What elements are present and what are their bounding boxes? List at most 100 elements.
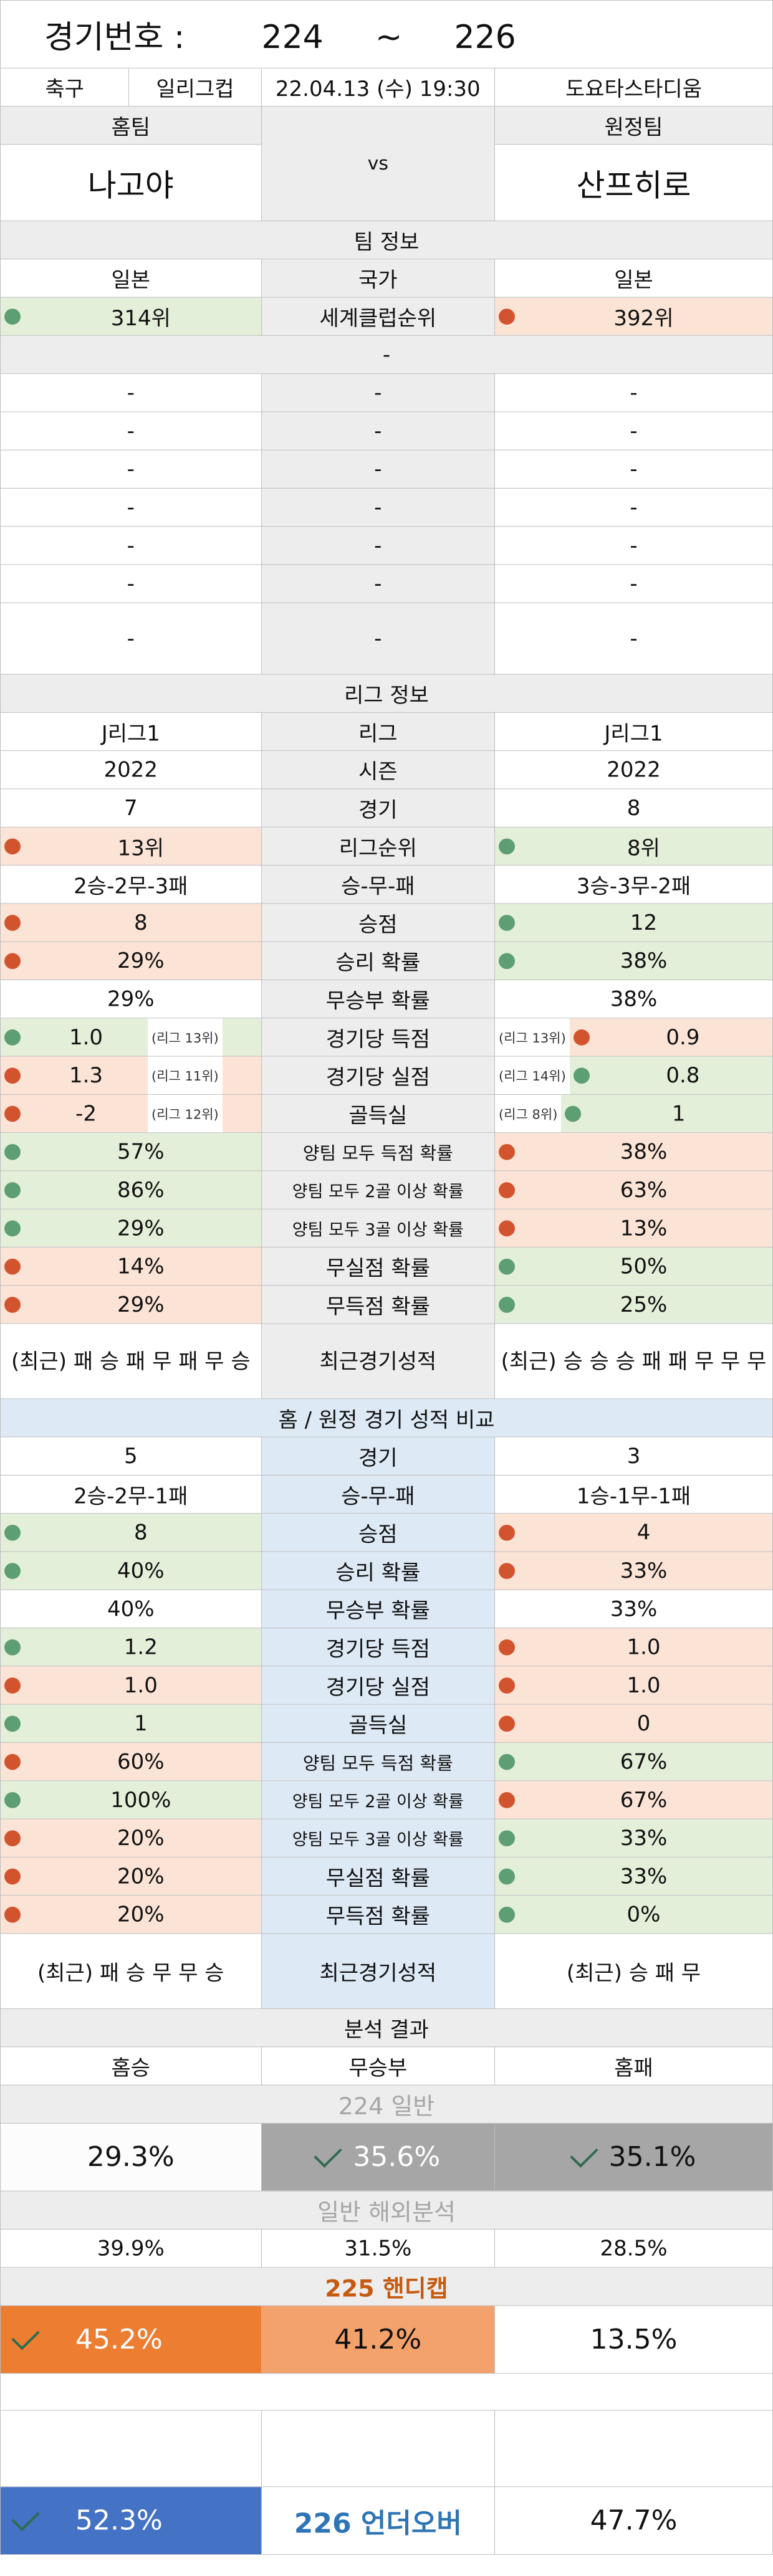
btts-label: 양팀 모두 득점 확률 [261, 1132, 496, 1171]
away-record: 3승-3무-2패 [494, 865, 773, 904]
sport: 축구 [1, 69, 130, 106]
overseas-draw: 31.5% [261, 2228, 496, 2268]
red-dot-icon [499, 1220, 516, 1236]
home-goals-against: 1.3 (리그 11위) [0, 1056, 262, 1095]
ha-win-prob-label: 승리 확률 [261, 1551, 496, 1590]
green-dot-icon [499, 1753, 516, 1770]
placeholder-row: - [0, 335, 773, 374]
placeholder-cell: - [494, 449, 773, 489]
ha-goals-for-label: 경기당 득점 [261, 1628, 496, 1667]
placeholder-cell: - [494, 373, 773, 413]
ha-btts2-label: 양팀 모두 2골 이상 확률 [261, 1780, 496, 1820]
placeholder-cell: - [494, 488, 773, 527]
green-dot-icon [573, 1067, 590, 1084]
placeholder-cell: - [261, 411, 496, 451]
green-dot-icon [4, 308, 21, 325]
red-dot-icon [499, 1715, 516, 1732]
general-label: 224 일반 [0, 2084, 773, 2124]
placeholder-cell: - [261, 564, 496, 603]
ha-away-goals-for: 1.0 [494, 1628, 773, 1667]
ha-no-score-label: 무득점 확률 [261, 1895, 496, 1934]
red-dot-icon [4, 1829, 21, 1846]
ha-draw-prob-label: 무승부 확률 [261, 1589, 496, 1629]
green-dot-icon [499, 1906, 516, 1923]
red-dot-icon [4, 952, 21, 969]
green-dot-icon [499, 1258, 516, 1275]
placeholder-cell: - [261, 526, 496, 565]
away-country: 일본 [494, 259, 773, 298]
placeholder-cell: - [0, 564, 262, 603]
games-label: 경기 [261, 788, 496, 828]
red-dot-icon [499, 1524, 516, 1541]
ha-home-clean-sheet: 20% [0, 1856, 262, 1896]
away-team-label: 원정팀 [494, 106, 773, 145]
match-number-title: 경기번호 : 224 ~ 226 [0, 0, 773, 69]
green-dot-icon [4, 1524, 21, 1541]
ha-btts3-label: 양팀 모두 3골 이상 확률 [261, 1818, 496, 1858]
team-info-title: 팀 정보 [0, 220, 773, 260]
check-icon [314, 2140, 343, 2168]
away-points: 12 [494, 903, 773, 942]
red-dot-icon [499, 1562, 516, 1579]
ha-btts-label: 양팀 모두 득점 확률 [261, 1742, 496, 1782]
ha-away-draw-prob: 33% [494, 1589, 773, 1629]
ha-home-draw-prob: 40% [0, 1589, 262, 1629]
green-dot-icon [4, 1181, 21, 1198]
ha-home-btts3: 20% [0, 1818, 262, 1858]
home-points: 8 [0, 903, 262, 942]
league-label: 리그 [261, 712, 496, 751]
home-win-prob: 29% [0, 941, 262, 980]
goal-diff-label: 골득실 [261, 1094, 496, 1133]
home-no-score: 29% [0, 1285, 262, 1324]
vs-label: vs [261, 106, 496, 221]
red-dot-icon [4, 914, 21, 931]
green-dot-icon [499, 838, 516, 854]
check-icon [11, 2322, 40, 2350]
check-icon [569, 2140, 598, 2168]
away-team-name: 산프히로 [494, 144, 773, 221]
match-number-label: 경기번호 : [44, 19, 185, 56]
red-dot-icon [499, 1143, 516, 1160]
placeholder-cell: - [261, 373, 496, 413]
ha-away-btts2: 67% [494, 1780, 773, 1820]
ha-away-no-score: 0% [494, 1895, 773, 1934]
ha-goals-against-label: 경기당 실점 [261, 1666, 496, 1705]
ha-home-points: 8 [0, 1513, 262, 1552]
home-world-rank: 314위 [0, 297, 262, 336]
ha-away-win-prob: 33% [494, 1551, 773, 1590]
home-goal-diff: -2 (리그 12위) [0, 1094, 262, 1133]
green-dot-icon [499, 914, 516, 931]
ha-clean-sheet-label: 무실점 확률 [261, 1856, 496, 1896]
ha-home-recent-form: (최근) 패 승 무 무 승 [0, 1933, 262, 2010]
green-dot-icon [499, 1868, 516, 1884]
away-games: 8 [494, 788, 773, 828]
placeholder-cell: - [494, 564, 773, 603]
ha-recent-form-label: 최근경기성적 [261, 1933, 496, 2010]
ha-away-btts3: 33% [494, 1818, 773, 1858]
ha-home-games: 5 [0, 1436, 262, 1476]
away-draw-prob: 38% [494, 979, 773, 1019]
red-dot-icon [4, 1753, 21, 1770]
handicap-draw: 41.2% [261, 2305, 496, 2374]
placeholder-cell: - [0, 373, 262, 413]
ha-away-games: 3 [494, 1436, 773, 1476]
match-datetime: 22.04.13 (수) 19:30 [261, 69, 494, 106]
away-btts3: 13% [494, 1208, 773, 1248]
empty-cell [494, 2410, 773, 2488]
btts3-label: 양팀 모두 3골 이상 확률 [261, 1208, 496, 1248]
placeholder-cell: - [261, 449, 496, 489]
ha-home-btts2: 100% [0, 1780, 262, 1820]
underover-label: 226 언더오버 [261, 2486, 496, 2555]
red-dot-icon [499, 1181, 516, 1198]
ha-away-btts: 67% [494, 1742, 773, 1782]
ha-home-win-prob: 40% [0, 1551, 262, 1590]
ha-away-recent-form: (최근) 승 패 무 [494, 1933, 773, 2010]
goals-for-label: 경기당 득점 [261, 1018, 496, 1057]
green-dot-icon [4, 1562, 21, 1579]
record-label: 승-무-패 [261, 865, 496, 904]
red-dot-icon [4, 1868, 21, 1884]
ha-home-goal-diff: 1 [0, 1704, 262, 1743]
placeholder-cell: - [261, 488, 496, 527]
away-league: J리그1 [494, 712, 773, 751]
